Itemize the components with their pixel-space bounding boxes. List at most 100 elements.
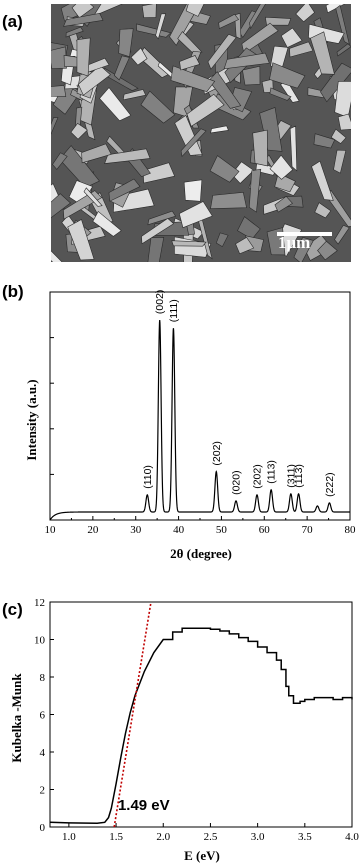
xrd-peak-label: (202) bbox=[211, 441, 223, 466]
km-xtick-label: 4.0 bbox=[345, 831, 359, 843]
sem-flake bbox=[108, 178, 141, 202]
km-xtick-label: 2.5 bbox=[204, 831, 218, 843]
km-xtick-label: 3.5 bbox=[298, 831, 312, 843]
sem-flake bbox=[334, 224, 350, 245]
km-ytick-label: 8 bbox=[40, 672, 46, 684]
km-xtick-label: 1.5 bbox=[109, 831, 123, 843]
sem-flake bbox=[209, 155, 240, 183]
sem-flake bbox=[67, 219, 95, 261]
sem-flake bbox=[242, 65, 261, 86]
sem-flake bbox=[99, 87, 132, 122]
sem-flake bbox=[223, 52, 270, 70]
sem-flake bbox=[71, 4, 95, 19]
sem-flake bbox=[183, 179, 203, 202]
sem-flake bbox=[51, 85, 67, 97]
sem-flake bbox=[51, 193, 71, 220]
sem-flake bbox=[186, 93, 225, 127]
sem-flake bbox=[178, 201, 213, 229]
sem-flake bbox=[147, 210, 177, 226]
xrd-peak-label: (311) bbox=[285, 464, 297, 488]
km-xlabel: E (eV) bbox=[184, 848, 220, 863]
sem-flake bbox=[317, 240, 338, 261]
xrd-xtick-label: 30 bbox=[130, 524, 142, 536]
sem-flake bbox=[259, 107, 283, 152]
sem-flake bbox=[269, 62, 306, 89]
sem-flake bbox=[336, 43, 351, 57]
sem-flake bbox=[81, 143, 112, 164]
xrd-xtick-label: 70 bbox=[302, 524, 314, 536]
km-xtick-label: 3.0 bbox=[251, 831, 265, 843]
sem-flake bbox=[334, 81, 351, 118]
xrd-peak-label: (113) bbox=[266, 460, 278, 484]
scale-bar-label: 1μm bbox=[278, 233, 311, 252]
km-ytick-label: 0 bbox=[40, 822, 46, 834]
sem-flake bbox=[76, 37, 91, 77]
sem-flake bbox=[280, 27, 303, 48]
sem-flake bbox=[130, 47, 148, 66]
sem-flake bbox=[289, 41, 314, 58]
sem-image bbox=[51, 4, 351, 262]
sem-flake bbox=[70, 122, 88, 140]
xrd-xtick-label: 80 bbox=[345, 524, 357, 536]
km-ytick-label: 12 bbox=[34, 597, 45, 609]
sem-flake bbox=[320, 62, 351, 103]
sem-texture bbox=[51, 4, 351, 262]
xrd-xlabel: 2θ (degree) bbox=[170, 546, 232, 561]
sem-flake bbox=[51, 241, 67, 262]
xrd-peak-label: (202) bbox=[252, 464, 264, 489]
km-plot-frame bbox=[49, 601, 353, 828]
km-ytick-label: 2 bbox=[40, 785, 46, 797]
km-tangent-line bbox=[113, 601, 152, 828]
sem-flake bbox=[235, 236, 255, 255]
sem-flake bbox=[295, 4, 315, 23]
sem-flake bbox=[122, 89, 147, 101]
sem-flake bbox=[207, 33, 237, 70]
sem-flake bbox=[218, 13, 240, 29]
sem-flake bbox=[314, 202, 332, 219]
sem-flake bbox=[337, 113, 351, 131]
sem-flake bbox=[289, 125, 298, 172]
xrd-xtick-label: 60 bbox=[259, 524, 271, 536]
sem-flake bbox=[252, 129, 268, 167]
km-curve bbox=[49, 627, 353, 825]
band-gap-annotation: 1.49 eV bbox=[118, 797, 170, 814]
sem-flake bbox=[51, 117, 59, 144]
sem-flake bbox=[52, 152, 68, 170]
km-xtick-label: 1.0 bbox=[62, 831, 76, 843]
km-chart: 1.0 1.5 2.0 2.5 3.0 3.5 4.0 0 2 4 6 8 10 12 1.49 eV E… bbox=[9, 597, 359, 863]
xrd-xtick-label: 10 bbox=[45, 524, 57, 536]
sem-flake bbox=[255, 161, 278, 176]
sem-flake bbox=[311, 160, 334, 201]
km-ytick-label: 4 bbox=[40, 747, 46, 759]
km-ytick-label: 6 bbox=[40, 710, 46, 722]
sem-flake bbox=[179, 55, 201, 71]
sem-flake bbox=[141, 4, 157, 18]
sem-flake bbox=[83, 187, 103, 207]
xrd-ylabel: Intensity (a.u.) bbox=[24, 379, 39, 460]
sem-flake bbox=[77, 64, 111, 96]
xrd-xtick-label: 20 bbox=[87, 524, 99, 536]
xrd-peak-label: (222) bbox=[324, 472, 336, 497]
sem-flake bbox=[274, 195, 293, 213]
sem-flake bbox=[210, 192, 247, 209]
sem-flake bbox=[118, 28, 134, 58]
sem-flake bbox=[330, 128, 347, 144]
sem-flake bbox=[146, 237, 165, 262]
sem-flake bbox=[248, 168, 262, 213]
sem-flake bbox=[269, 87, 292, 101]
sem-flake bbox=[171, 240, 207, 247]
sem-flake bbox=[208, 71, 242, 109]
sem-flake bbox=[113, 55, 130, 81]
sem-flake bbox=[140, 90, 176, 124]
sem-flake bbox=[293, 236, 314, 262]
sem-flake bbox=[249, 4, 274, 30]
sem-flake bbox=[215, 232, 229, 248]
sem-flake bbox=[333, 149, 347, 174]
sem-flake bbox=[264, 16, 292, 26]
sem-flake bbox=[269, 154, 294, 180]
sem-flake bbox=[313, 133, 336, 149]
panel-c-label: (c) bbox=[2, 600, 23, 619]
sem-flake bbox=[180, 128, 207, 158]
sem-flake bbox=[141, 218, 175, 245]
sem-flake bbox=[185, 4, 207, 17]
